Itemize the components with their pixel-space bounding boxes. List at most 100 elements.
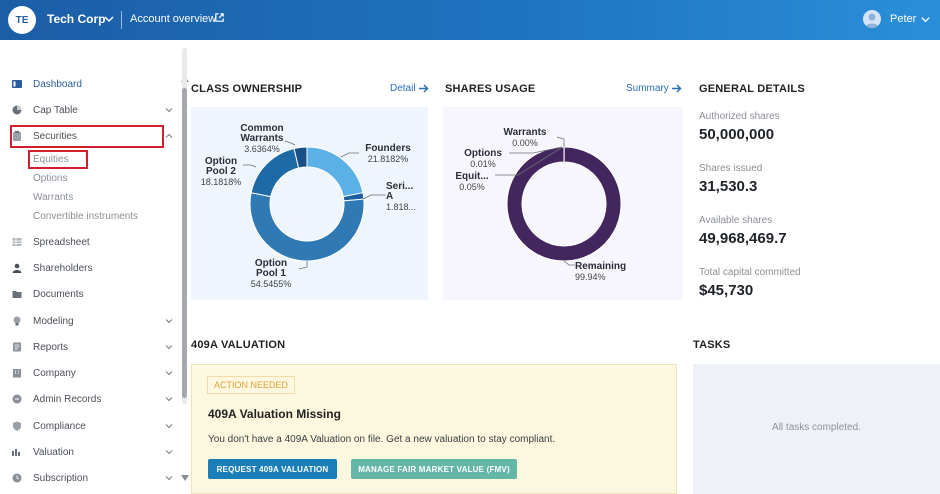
sidebar-item-cap-table[interactable]: Cap Table — [12, 100, 177, 120]
label-equities-value: 0.05% — [459, 182, 485, 192]
label-series-a-name: Seri... A — [386, 182, 418, 202]
leader-option-pool-2 — [243, 165, 256, 167]
lightbulb-icon — [12, 316, 22, 326]
sidebar-scrollbar-thumb[interactable] — [182, 88, 187, 398]
chevron-down-icon[interactable] — [165, 343, 173, 351]
valuation-missing-heading: 409A Valuation Missing — [208, 407, 341, 421]
building-icon — [12, 368, 22, 378]
usage-slice-remaining[interactable] — [507, 147, 621, 261]
sidebar-item-valuation[interactable]: Valuation — [12, 442, 177, 462]
scroll-down-arrow-icon[interactable] — [181, 475, 189, 481]
label-remaining-value: 99.94% — [575, 272, 606, 282]
company-avatar[interactable]: TE — [8, 6, 36, 34]
chevron-down-icon[interactable] — [165, 474, 173, 482]
chevron-down-icon[interactable] — [165, 106, 173, 114]
sidebar-item-admin-records[interactable]: Admin Records — [12, 389, 177, 409]
shares-usage-donut-chart — [443, 107, 683, 300]
chevron-down-icon[interactable] — [165, 395, 173, 403]
sidebar-item-label: Reports — [33, 342, 68, 353]
pie-chart-icon — [12, 105, 22, 115]
label-option-pool-1-name: Option Pool 1 — [246, 259, 296, 279]
chevron-down-icon[interactable] — [165, 422, 173, 430]
ownership-slice-option-pool-2[interactable] — [251, 148, 298, 196]
request-409a-valuation-button[interactable]: REQUEST 409A VALUATION — [208, 459, 337, 479]
sidebar-item-modeling[interactable]: Modeling — [12, 311, 177, 331]
label-common-warrants-name: Common Warrants — [236, 124, 288, 144]
sidebar-item-shareholders[interactable]: Shareholders — [12, 258, 177, 278]
sidebar-item-label: Admin Records — [33, 394, 101, 405]
action-needed-badge: ACTION NEEDED — [207, 376, 295, 394]
company-name[interactable]: Tech Corp — [47, 12, 105, 26]
available-shares-label: Available shares — [699, 215, 772, 226]
sidebar-item-documents[interactable]: Documents — [12, 284, 177, 304]
records-icon — [12, 394, 22, 404]
leader-series-a — [363, 195, 386, 199]
detail-link-label: Detail — [390, 83, 416, 94]
sidebar-item-reports[interactable]: Reports — [12, 337, 177, 357]
leader-founders — [341, 153, 359, 157]
user-name[interactable]: Peter — [890, 13, 916, 25]
person-icon — [12, 263, 22, 273]
general-details-title: GENERAL DETAILS — [699, 83, 805, 95]
chevron-down-icon[interactable] — [165, 317, 173, 325]
sidebar-item-subscription[interactable]: Subscription — [12, 468, 177, 488]
sidebar-item-label: Subscription — [33, 473, 88, 484]
sidebar-subitem-convertible-instruments[interactable]: Convertible instruments — [33, 211, 138, 222]
chevron-up-icon[interactable] — [165, 132, 173, 140]
label-series-a-value: 1.818... — [386, 202, 416, 212]
dashboard-icon — [12, 79, 22, 89]
user-avatar[interactable] — [863, 10, 881, 28]
summary-link-label: Summary — [626, 83, 669, 94]
subscription-icon — [12, 473, 22, 483]
top-bar: TE Tech Corp Account overview Peter — [0, 0, 940, 40]
sidebar-item-company[interactable]: Company — [12, 363, 177, 383]
chevron-down-icon[interactable] — [165, 369, 173, 377]
sidebar-item-dashboard[interactable]: Dashboard — [12, 74, 177, 94]
header-divider — [121, 11, 122, 29]
sidebar-item-label: Documents — [33, 289, 84, 300]
leader-remaining — [564, 261, 575, 265]
available-shares-value: 49,968,469.7 — [699, 230, 787, 247]
tasks-empty-message: All tasks completed. — [693, 422, 940, 433]
sidebar-item-label: Valuation — [33, 447, 74, 458]
total-capital-committed-label: Total capital committed — [699, 267, 801, 278]
external-link-icon[interactable] — [214, 12, 225, 23]
shares-issued-value: 31,530.3 — [699, 178, 757, 195]
sidebar-item-spreadsheet[interactable]: Spreadsheet — [12, 232, 177, 252]
sidebar-subitem-options[interactable]: Options — [33, 173, 67, 184]
leader-option-pool-1 — [299, 261, 307, 269]
label-option-pool-2-value: 18.1818% — [201, 177, 242, 187]
user-chevron-down-icon[interactable] — [920, 14, 931, 25]
class-ownership-title: CLASS OWNERSHIP — [191, 83, 302, 95]
valuation-description: You don't have a 409A Valuation on file.… — [208, 434, 555, 445]
label-options-name: Options — [460, 149, 506, 159]
label-equities: Equit...0.05% — [452, 172, 492, 193]
account-overview-link[interactable]: Account overview — [130, 13, 216, 25]
sidebar-item-label: Modeling — [33, 316, 74, 327]
securities-highlight-box — [10, 125, 164, 148]
total-capital-committed-value: $45,730 — [699, 282, 753, 299]
chevron-down-icon[interactable] — [165, 448, 173, 456]
ownership-slice-option-pool-1[interactable] — [250, 193, 364, 261]
spreadsheet-icon — [12, 237, 22, 247]
leader-warrants — [557, 137, 564, 147]
label-warrants-value: 0.00% — [512, 138, 538, 148]
ownership-slice-founders[interactable] — [307, 147, 363, 197]
detail-link[interactable]: Detail — [390, 83, 429, 94]
label-options-value: 0.01% — [470, 159, 496, 169]
shares-usage-title: SHARES USAGE — [445, 83, 535, 95]
sidebar-subitem-warrants[interactable]: Warrants — [33, 192, 73, 203]
manage-fmv-button[interactable]: MANAGE FAIR MARKET VALUE (FMV) — [351, 459, 517, 479]
label-option-pool-1-value: 54.5455% — [251, 279, 292, 289]
arrow-right-icon — [672, 84, 682, 93]
sidebar-item-compliance[interactable]: Compliance — [12, 416, 177, 436]
valuation-icon — [12, 447, 22, 457]
chevron-down-icon[interactable] — [103, 13, 115, 25]
summary-link[interactable]: Summary — [626, 83, 682, 94]
arrow-right-icon — [419, 84, 429, 93]
